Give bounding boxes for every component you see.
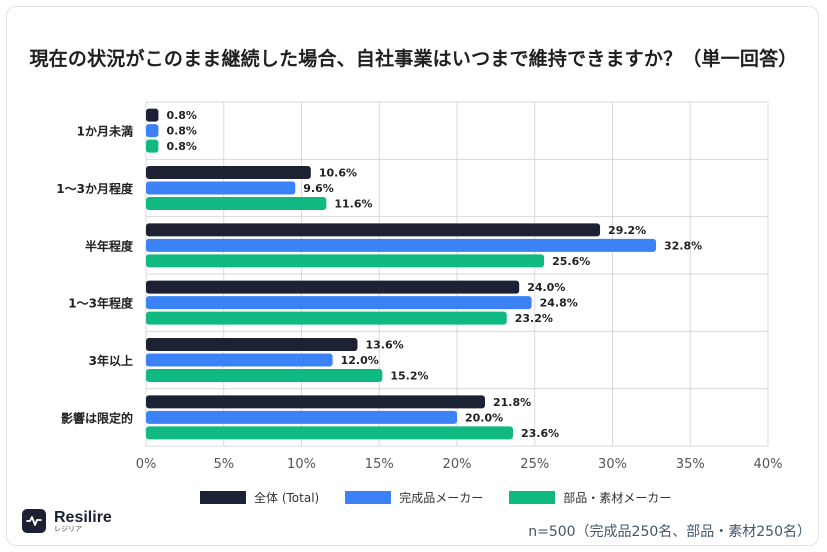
x-tick-label: 30% — [598, 457, 627, 472]
data-label: 24.0% — [527, 281, 565, 294]
chart-card — [6, 6, 819, 546]
data-label: 24.8% — [540, 297, 578, 310]
brand-name: Resilire — [54, 508, 112, 526]
legend-swatch-total — [200, 491, 246, 504]
legend-label-parts: 部品・素材メーカー — [563, 491, 672, 505]
x-tick-label: 40% — [754, 457, 783, 472]
bar — [146, 410, 457, 424]
bar — [146, 197, 327, 210]
data-label: 23.6% — [521, 427, 559, 440]
bar — [146, 139, 159, 153]
chart-title: 現在の状況がこのまま継続した場合、自社事業はいつまで維持できますか？（単一回答） — [29, 48, 798, 70]
data-label: 25.6% — [552, 255, 590, 268]
legend-swatch-finished — [345, 491, 392, 504]
data-label: 9.6% — [303, 182, 334, 195]
legend-swatch-parts — [509, 491, 556, 504]
x-tick-label: 0% — [136, 457, 157, 472]
bar — [146, 296, 532, 310]
waveform-icon — [22, 509, 46, 533]
bar — [146, 311, 507, 325]
category-label: 3年以上 — [89, 353, 133, 368]
data-label: 0.8% — [166, 140, 197, 153]
bar — [146, 223, 601, 237]
data-label: 15.2% — [390, 370, 428, 383]
data-label: 13.6% — [365, 339, 403, 352]
bar — [146, 338, 358, 351]
bar — [146, 369, 383, 382]
data-label: 21.8% — [493, 396, 531, 409]
category-label: 1か月未満 — [77, 124, 133, 139]
x-tick-label: 25% — [520, 457, 549, 472]
sample-size-note: n=500（完成品250名、部品・素材250名） — [528, 524, 811, 540]
category-label: 1〜3か月程度 — [56, 181, 134, 196]
brand-kana: レジリア — [54, 524, 82, 533]
bar — [146, 181, 296, 195]
bar — [146, 238, 657, 252]
category-label: 影響は限定的 — [61, 410, 133, 425]
bar — [146, 280, 520, 294]
bar — [146, 254, 545, 268]
legend-item-total: 全体 (Total) — [200, 489, 319, 506]
brand-logo: Resilire レジリア — [22, 509, 112, 533]
data-label: 12.0% — [341, 354, 379, 367]
data-label: 0.8% — [166, 109, 197, 122]
category-label: 1〜3年程度 — [68, 296, 134, 311]
data-label: 0.8% — [166, 125, 197, 138]
data-label: 23.2% — [515, 312, 553, 325]
x-tick-label: 35% — [676, 457, 705, 472]
legend-label-total: 全体 (Total) — [254, 491, 320, 505]
data-label: 11.6% — [334, 198, 372, 211]
legend-item-finished: 完成品メーカー — [345, 489, 483, 506]
x-tick-label: 15% — [365, 457, 394, 472]
data-label: 29.2% — [608, 224, 646, 237]
data-label: 20.0% — [465, 411, 503, 424]
x-tick-label: 10% — [287, 457, 316, 472]
bar — [146, 166, 311, 179]
bar — [146, 108, 159, 122]
bar — [146, 124, 159, 138]
x-tick-label: 20% — [443, 457, 472, 472]
data-label: 32.8% — [664, 239, 702, 252]
legend-item-parts: 部品・素材メーカー — [509, 489, 671, 506]
x-tick-label: 5% — [213, 457, 234, 472]
bar — [146, 353, 333, 367]
bar — [146, 395, 485, 409]
data-label: 10.6% — [319, 167, 357, 180]
bar — [146, 426, 513, 440]
legend: 全体 (Total) 完成品メーカー 部品・素材メーカー — [200, 489, 697, 506]
legend-label-finished: 完成品メーカー — [399, 491, 484, 505]
category-label: 半年程度 — [85, 238, 134, 253]
